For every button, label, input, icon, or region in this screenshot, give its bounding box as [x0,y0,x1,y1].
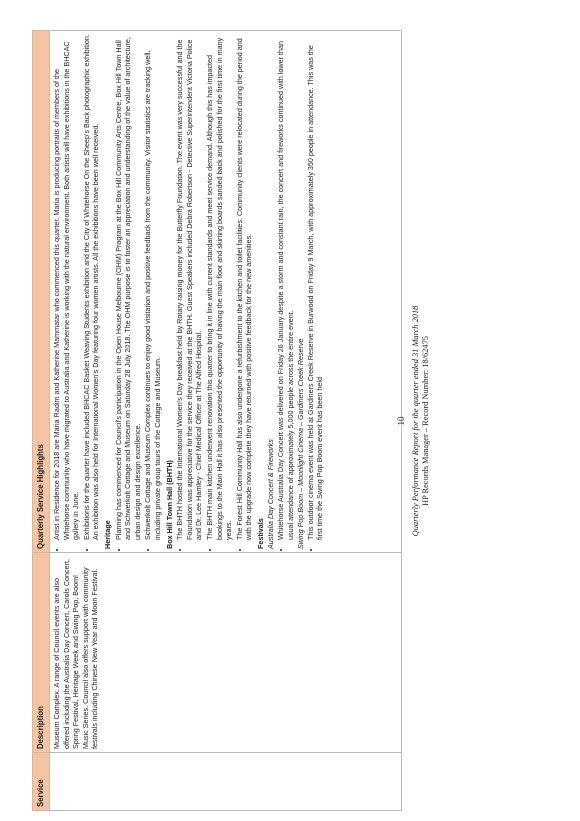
report-title: Quarterly Performance Report for the qua… [411,305,420,537]
town-hall-bullet-list: The BHTH hosted the International Women'… [175,34,254,549]
table-header-row: Service Description Quarterly Service Hi… [32,30,50,811]
list-item: The BHTH hosted the International Women'… [175,34,204,541]
australia-day-subheading: Australia Day Concert & Fireworks [266,439,276,549]
table-row: Museum Complex. A range of Council event… [49,30,402,811]
header-description: Description [32,552,50,753]
header-highlights: Quarterly Service Highlights [32,30,50,553]
page-footer: 10 Quarterly Performance Report for the … [396,31,431,811]
rotated-page: Service Description Quarterly Service Hi… [32,30,484,811]
description-cell: Museum Complex. A range of Council event… [49,552,402,753]
list-item: Planning has commenced for Council's par… [114,34,143,540]
list-item: The BHTH main kitchen underwent renovati… [205,34,234,540]
intro-bullet-list: Artist in Residence for 2018 are Maria R… [52,34,101,549]
list-item: This outdoor cinema event was held at Ga… [306,34,325,540]
list-item: Artist in Residence for 2018 are Maria R… [52,34,81,540]
town-hall-heading: Box Hill Town Hall (BHTH) [164,460,174,549]
page-number: 10 [396,416,406,426]
list-item: Whitehorse Australia Day Concert was del… [276,34,295,540]
australia-day-bullet-list: Whitehorse Australia Day Concert was del… [276,34,295,549]
header-service: Service [32,752,50,811]
list-item: Exhibitions for the quarter have include… [82,34,101,540]
swing-pop-subheading: Swing Pop Boom – Moonlight Cinema – Gard… [296,338,306,549]
service-highlights-table: Service Description Quarterly Service Hi… [32,30,402,811]
service-cell [49,752,402,811]
swing-pop-bullet-list: This outdoor cinema event was held at Ga… [306,34,325,549]
festivals-heading: Festivals [255,518,265,549]
heritage-bullet-list: Planning has commenced for Council's par… [114,34,163,549]
list-item: Schwerkolt Cottage and Museum Complex co… [143,34,162,540]
list-item: The Forest Hill Community Hall has also … [235,34,254,540]
record-number: HP Records Manager – Record Number: 18/6… [421,336,430,506]
heritage-heading: Heritage [102,520,112,549]
highlights-cell: Artist in Residence for 2018 are Maria R… [49,30,402,553]
